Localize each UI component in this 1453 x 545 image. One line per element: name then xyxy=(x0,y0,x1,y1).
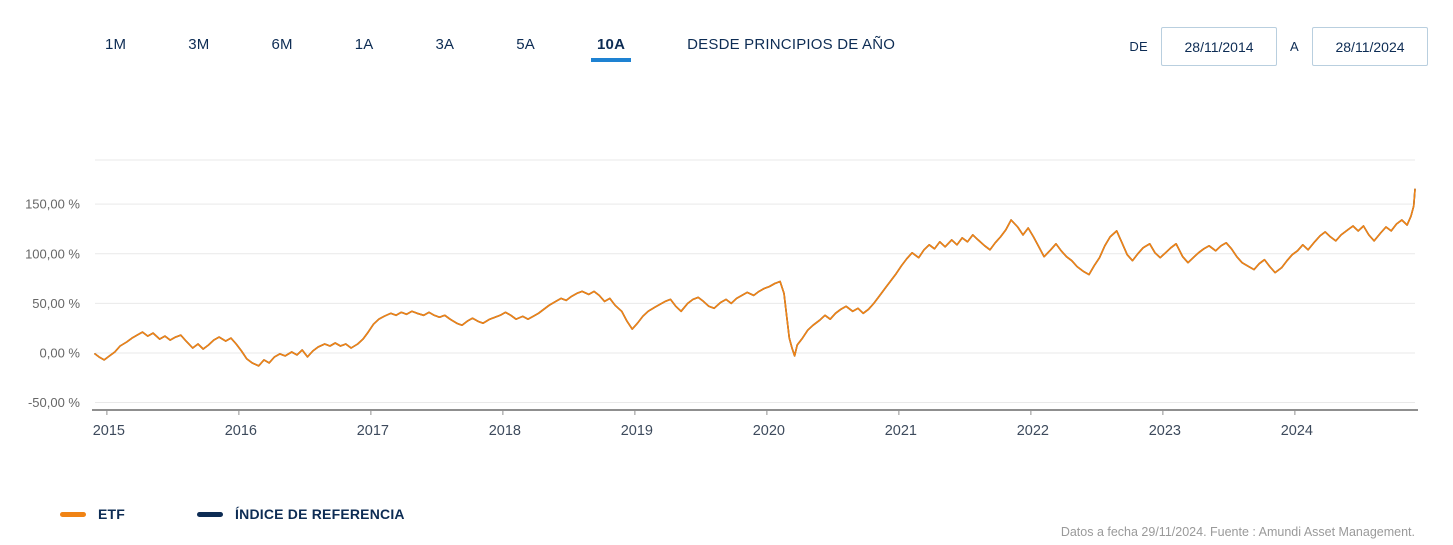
tab-3m[interactable]: 3M xyxy=(186,36,211,62)
x-axis-tick-label: 2018 xyxy=(489,423,521,439)
tab-10a-active[interactable]: 10A xyxy=(590,36,632,62)
date-from-input[interactable] xyxy=(1161,27,1278,66)
tab-1a[interactable]: 1A xyxy=(353,36,376,62)
y-axis-tick-label: 50,00 % xyxy=(32,296,80,311)
tab-ytd[interactable]: DESDE PRINCIPIOS DE AÑO xyxy=(685,36,897,62)
x-axis-tick-label: 2022 xyxy=(1017,423,1049,439)
chart-legend: ETF ÍNDICE DE REFERENCIA xyxy=(60,506,405,522)
tab-1m[interactable]: 1M xyxy=(103,36,128,62)
x-axis-tick-label: 2021 xyxy=(885,423,917,439)
legend-item-benchmark: ÍNDICE DE REFERENCIA xyxy=(197,506,405,522)
y-axis-tick-label: -50,00 % xyxy=(28,395,80,410)
chart-area: 150,00 % 100,00 % 50,00 % 0,00 % -50,00 % 201… xyxy=(0,140,1453,440)
benchmark-series-line xyxy=(94,188,1416,367)
x-axis-tick-label: 2020 xyxy=(753,423,785,439)
x-axis-tick-label: 2024 xyxy=(1281,423,1313,439)
x-axis-tick-label: 2023 xyxy=(1149,423,1181,439)
x-axis-tick-label: 2017 xyxy=(357,423,389,439)
data-source-note: Datos a fecha 29/11/2024. Fuente : Amund… xyxy=(1060,525,1415,539)
performance-line-chart[interactable]: 150,00 % 100,00 % 50,00 % 0,00 % -50,00 % 201… xyxy=(0,140,1453,440)
date-from-label: DE xyxy=(1129,39,1149,54)
period-tabs: 1M 3M 6M 1A 3A 5A 10A DESDE PRINCIPIOS D… xyxy=(103,36,897,62)
legend-item-etf: ETF xyxy=(60,506,125,522)
y-axis-tick-label: 150,00 % xyxy=(25,197,80,212)
etf-series-line xyxy=(94,188,1416,367)
chart-controls-row: 1M 3M 6M 1A 3A 5A 10A DESDE PRINCIPIOS D… xyxy=(0,27,1453,67)
benchmark-line-swatch xyxy=(197,511,224,517)
tab-3a[interactable]: 3A xyxy=(434,36,457,62)
etf-legend-label: ETF xyxy=(98,506,126,522)
tab-5a[interactable]: 5A xyxy=(514,36,537,62)
benchmark-legend-label: ÍNDICE DE REFERENCIA xyxy=(235,506,405,522)
x-axis-tick-label: 2015 xyxy=(93,423,125,439)
x-axis-tick-label: 2016 xyxy=(225,423,257,439)
etf-line-swatch xyxy=(60,511,86,517)
date-to-input[interactable] xyxy=(1312,27,1428,66)
tab-6m[interactable]: 6M xyxy=(270,36,295,62)
y-axis-tick-label: 0,00 % xyxy=(40,345,81,360)
y-axis-tick-label: 100,00 % xyxy=(25,246,80,261)
x-axis-tick-label: 2019 xyxy=(621,423,653,439)
date-to-label: A xyxy=(1290,39,1299,54)
date-range-controls: DE A xyxy=(1129,27,1428,66)
